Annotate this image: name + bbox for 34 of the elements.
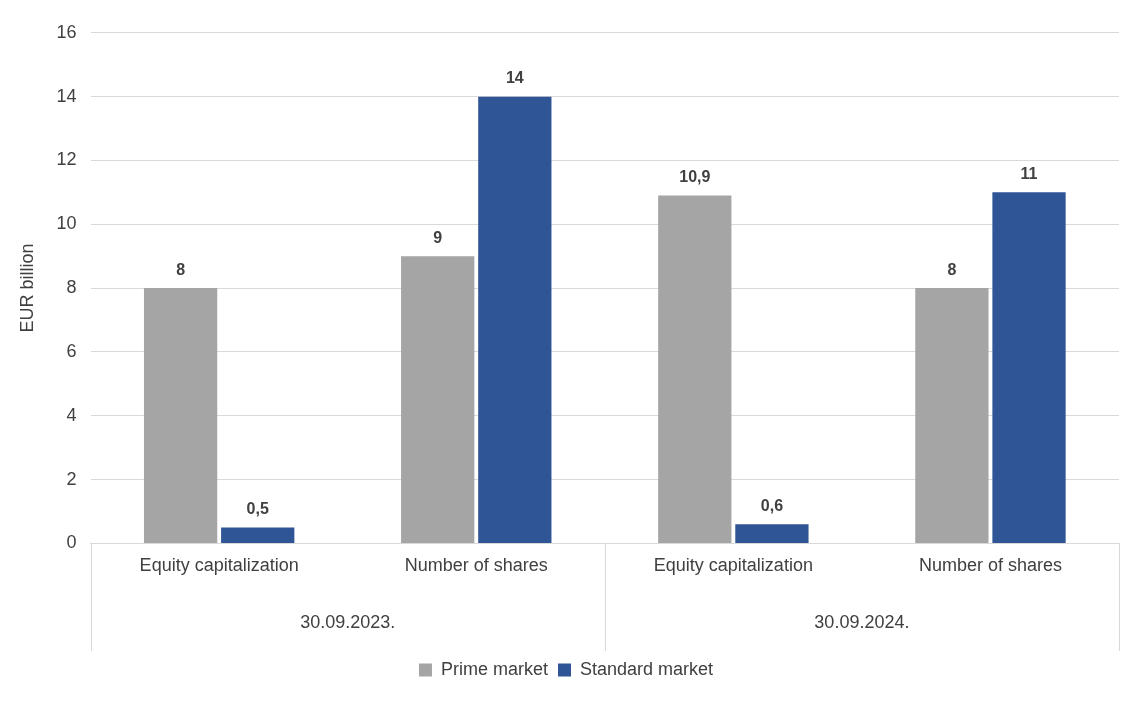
y-axis-title: EUR billion: [16, 243, 37, 333]
data-label: 14: [505, 69, 524, 87]
bar: [401, 256, 475, 543]
bar: [915, 288, 989, 543]
y-tick-label: 10: [56, 213, 77, 234]
y-tick-label: 12: [56, 149, 77, 170]
bar: [658, 195, 732, 543]
text: 30.09.2024.: [814, 611, 910, 632]
legend-label: Prime market: [440, 658, 548, 679]
data-label: 9: [433, 228, 443, 246]
y-tick-label: 16: [56, 21, 77, 42]
bar: [143, 288, 218, 543]
y-tick-label: 6: [66, 340, 77, 361]
x-tick-label: Number of shares: [404, 555, 548, 576]
bar: [478, 96, 552, 543]
legend-label: Standard market: [579, 658, 714, 679]
y-tick-label: 14: [56, 85, 77, 106]
y-tick-label: 0: [66, 532, 77, 553]
y-tick-label: 2: [66, 468, 77, 489]
y-tick-label: 8: [66, 277, 77, 298]
data-label: 8: [947, 260, 957, 278]
data-label: 11: [1020, 164, 1038, 182]
x-tick-label: Number of shares: [918, 555, 1062, 576]
data-label: 0,5: [246, 499, 269, 517]
x-tick-label: Equity capitalization: [139, 555, 299, 576]
bar: [992, 192, 1066, 543]
data-label: 8: [176, 260, 186, 278]
data-label: 0,6: [760, 496, 784, 514]
bar: [221, 527, 295, 543]
data-label: 10,9: [679, 167, 711, 185]
y-tick-label: 4: [66, 404, 77, 425]
text: 30.09.2023.: [300, 611, 396, 632]
x-tick-label: Equity capitalization: [653, 555, 813, 576]
bar: [735, 524, 809, 543]
